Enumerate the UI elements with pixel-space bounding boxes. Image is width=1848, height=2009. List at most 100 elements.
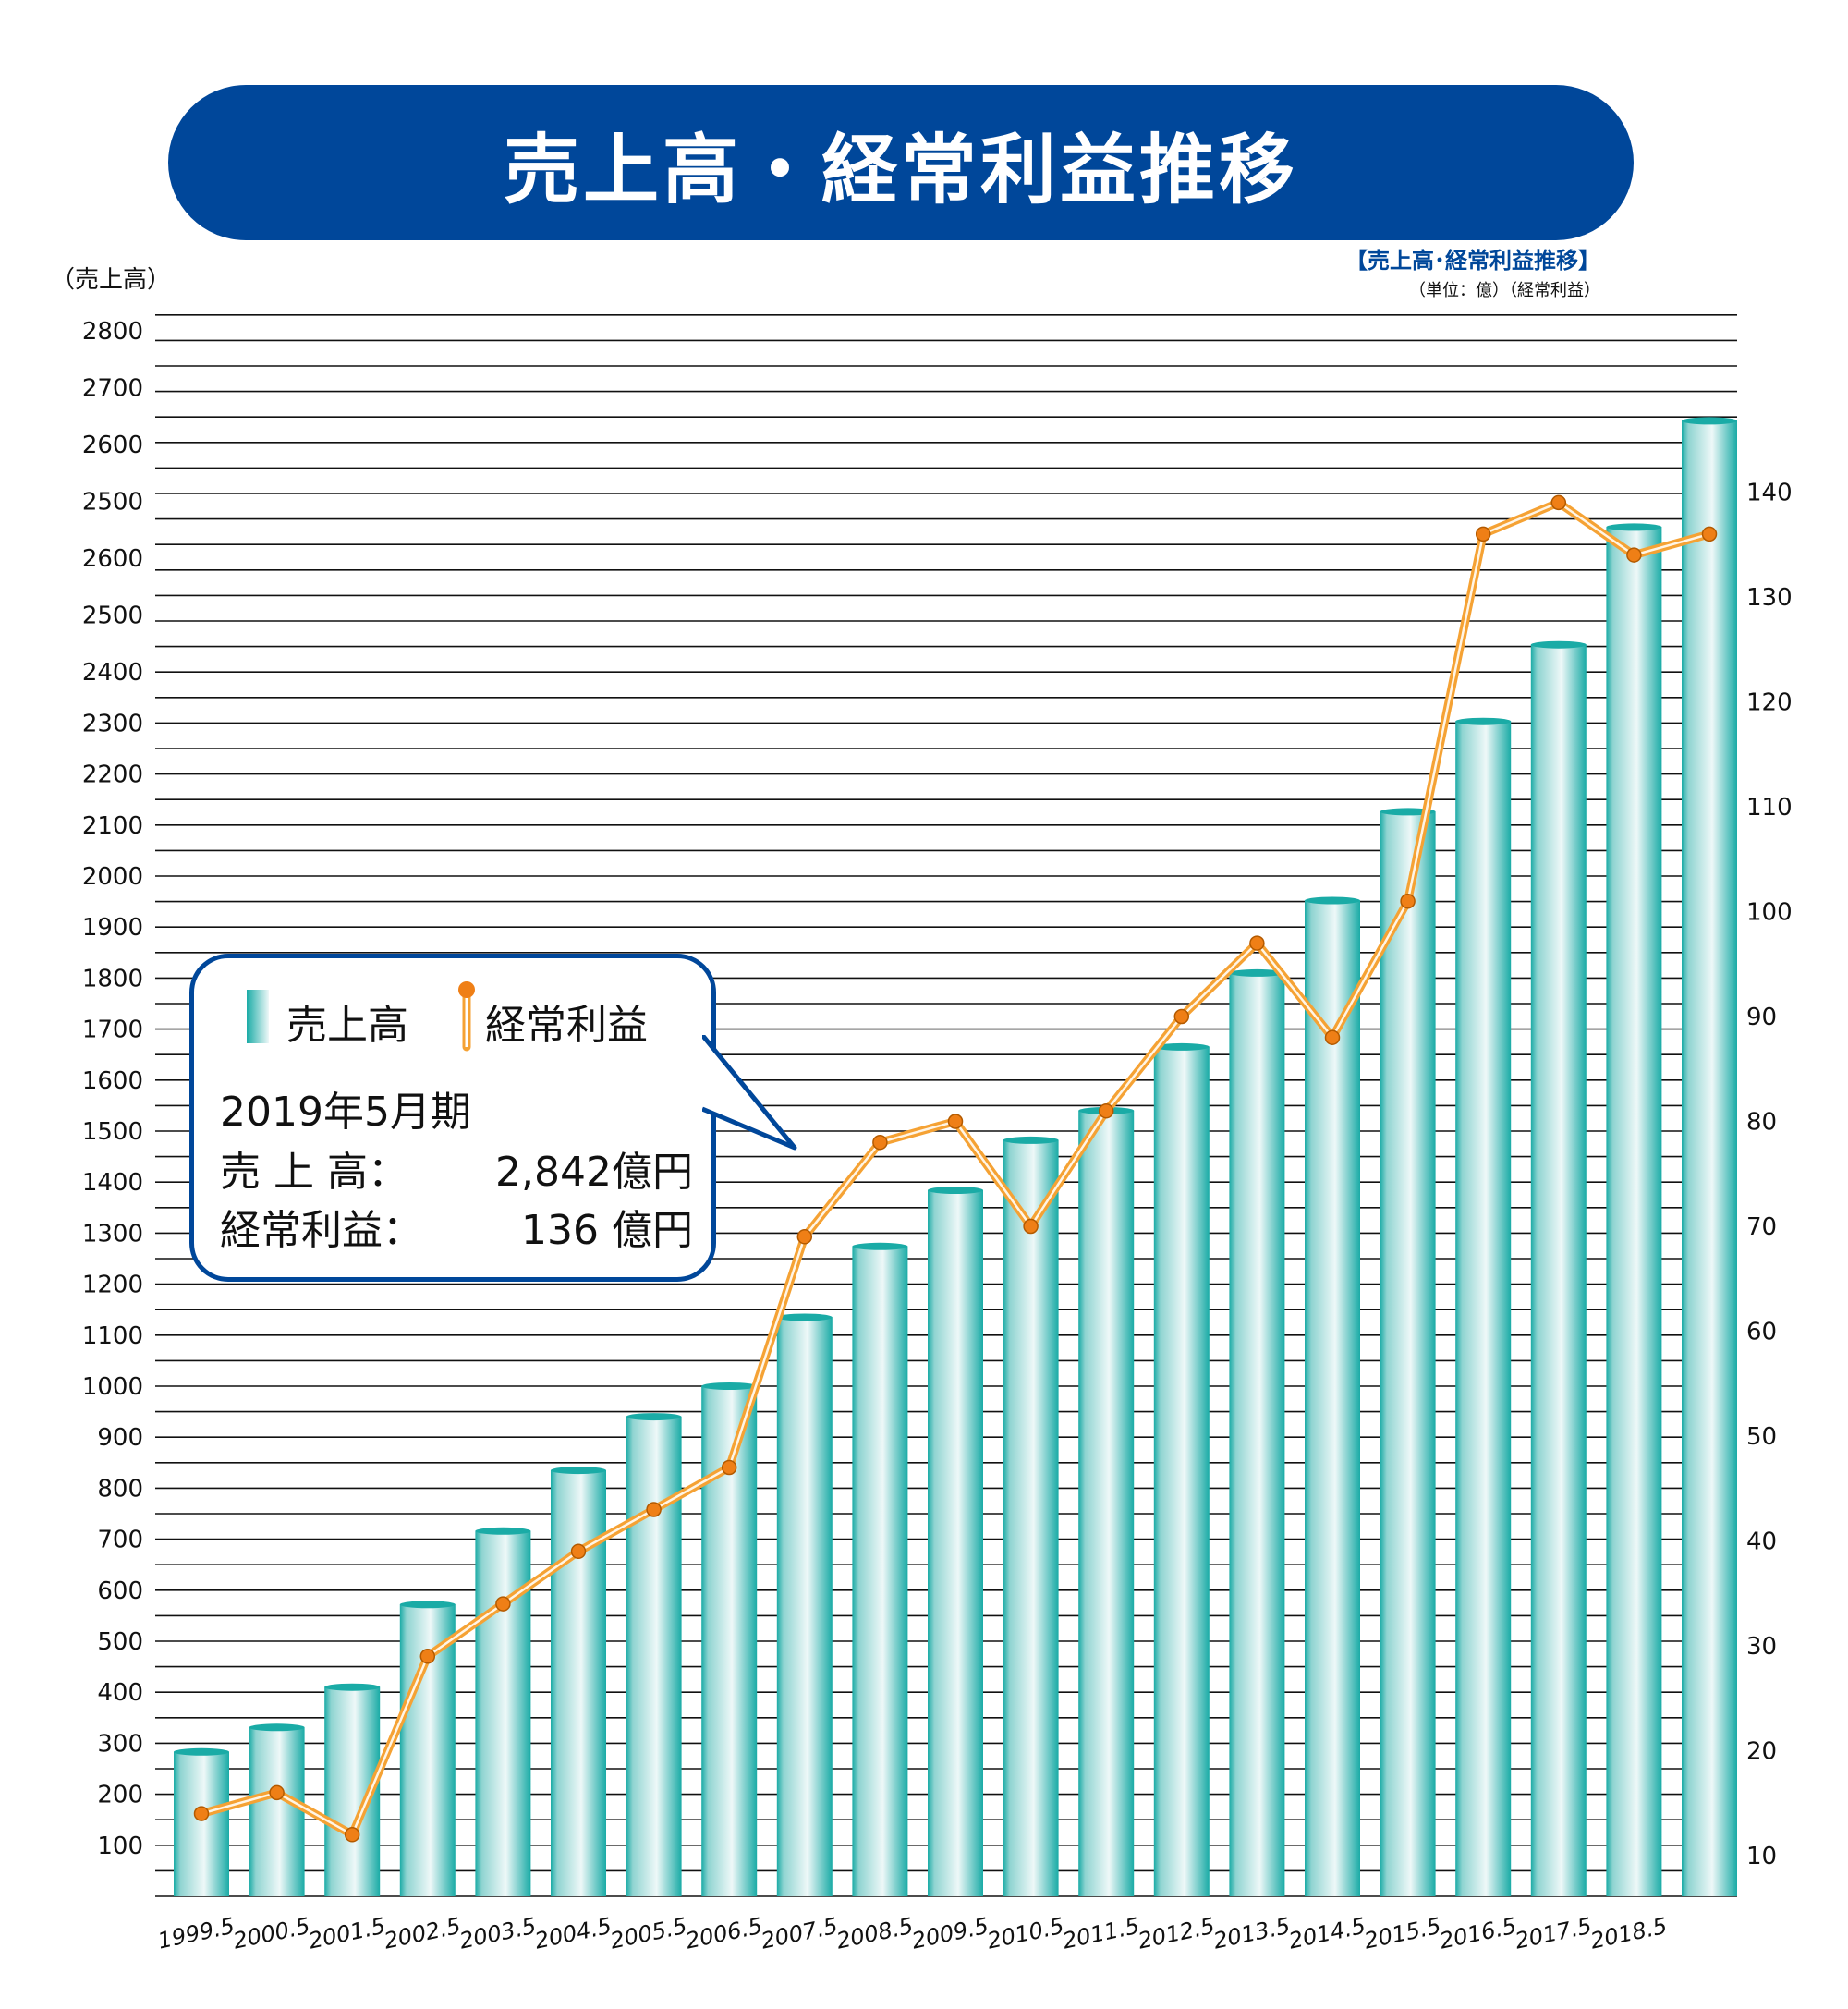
sales-bar [626, 1417, 682, 1896]
sales-bar [1153, 1046, 1210, 1896]
left-axis-caption: （売上高） [51, 266, 172, 294]
legend-callout: 売上高 経常利益 2019年5月期 売 上 高： 2,842億円 経常利益： 1… [189, 954, 716, 1282]
x-tick-label: 2005.5 [608, 1913, 689, 1954]
left-tick-label: 300 [97, 1730, 143, 1758]
legend-sales-label: 売上高 [286, 1002, 408, 1049]
left-tick-label: 2500 [82, 603, 143, 630]
right-tick-label: 100 [1746, 899, 1793, 927]
sales-bar [776, 1317, 833, 1896]
profit-point [344, 1827, 360, 1843]
sales-bar [1530, 644, 1587, 1897]
legend-profit-row-label: 経常利益： [220, 1207, 423, 1254]
sales-bar [1606, 527, 1662, 1896]
right-tick-label: 70 [1746, 1213, 1777, 1241]
sales-bar [1229, 972, 1285, 1896]
sales-bar [1078, 1110, 1135, 1896]
profit-point [1098, 1102, 1114, 1119]
right-tick-label: 10 [1746, 1843, 1777, 1870]
sales-bar-cap [852, 1242, 908, 1250]
profit-point [1023, 1218, 1039, 1235]
x-tick-label: 2017.5 [1513, 1913, 1594, 1954]
profit-point [495, 1596, 511, 1612]
legend-line-swatch [458, 981, 475, 1052]
left-tick-label: 1900 [82, 914, 143, 942]
sales-bar [928, 1190, 983, 1896]
profit-point [419, 1649, 436, 1664]
profit-point [872, 1134, 888, 1151]
left-tick-label: 2600 [82, 432, 143, 459]
sales-bar [1003, 1139, 1059, 1896]
legend-profit-row-value: 136 億円 [521, 1207, 693, 1254]
profit-point [646, 1502, 662, 1517]
profit-point [269, 1784, 285, 1801]
left-tick-label: 1000 [82, 1373, 143, 1401]
left-tick-label: 2300 [82, 710, 143, 737]
sales-bar-cap [475, 1527, 531, 1535]
left-tick-label: 100 [97, 1832, 143, 1860]
left-tick-label: 1500 [82, 1118, 143, 1146]
profit-point [1173, 1008, 1190, 1025]
right-tick-label: 140 [1746, 480, 1793, 507]
sales-bar-cap [1229, 968, 1285, 977]
unit-note: （単位：億）（経常利益） [1409, 281, 1600, 300]
sales-bar-cap [928, 1187, 983, 1194]
x-tick-label: 2010.5 [985, 1913, 1066, 1954]
x-tick-label: 2008.5 [834, 1913, 916, 1954]
x-tick-label: 2009.5 [909, 1913, 991, 1954]
left-tick-label: 600 [97, 1577, 143, 1605]
left-tick-label: 1200 [82, 1272, 143, 1299]
profit-point [796, 1229, 813, 1245]
x-tick-label: 2016.5 [1438, 1913, 1519, 1954]
sales-bar-cap [399, 1601, 456, 1609]
x-tick-label: 2003.5 [457, 1913, 539, 1954]
x-tick-label: 2011.5 [1061, 1913, 1142, 1954]
profit-point [947, 1114, 964, 1129]
sales-bar [399, 1604, 456, 1896]
x-tick-label: 2014.5 [1286, 1913, 1368, 1954]
left-tick-label: 2200 [82, 761, 143, 789]
chart-subtitle: 【売上高･経常利益推移】 [1345, 248, 1600, 274]
right-tick-label: 130 [1746, 584, 1793, 612]
profit-point [1626, 547, 1642, 563]
left-tick-label: 1800 [82, 965, 143, 992]
left-tick-label: 200 [97, 1782, 143, 1809]
profit-point [1475, 526, 1491, 542]
left-tick-label: 800 [97, 1475, 143, 1503]
sales-bar [1455, 721, 1512, 1897]
right-tick-label: 30 [1746, 1633, 1777, 1661]
x-tick-label: 2002.5 [382, 1913, 463, 1954]
profit-point [1324, 1029, 1341, 1045]
left-tick-label: 700 [97, 1527, 143, 1554]
left-axis-ticks: 100 200 300 400 500 600 700 800 900 1000 1100 1200 1… [82, 318, 143, 1860]
x-tick-label: 2004.5 [532, 1913, 614, 1954]
sales-bar-cap [324, 1683, 381, 1691]
legend-sales-row-value: 2,842億円 [495, 1149, 693, 1196]
left-tick-label: 1700 [82, 1017, 143, 1044]
sales-bar-cap [174, 1747, 229, 1756]
left-tick-label: 2800 [82, 318, 143, 346]
profit-line-series [193, 494, 1718, 1843]
right-axis-ticks: 10 20 30 40 50 60 70 80 90 100 110 120 130 140 [1746, 480, 1793, 1871]
legend-bar-swatch [247, 990, 269, 1043]
profit-point [721, 1459, 737, 1476]
sales-bar-cap [776, 1313, 833, 1321]
left-tick-label: 1400 [82, 1169, 143, 1197]
right-tick-label: 90 [1746, 1004, 1777, 1031]
title-banner: 売上高・経常利益推移 [168, 85, 1634, 240]
profit-point [1701, 526, 1718, 542]
legend-period: 2019年5月期 [220, 1089, 471, 1136]
profit-point [193, 1806, 210, 1821]
left-tick-label: 2400 [82, 659, 143, 687]
sales-bar-cap [1305, 896, 1360, 905]
sales-bar-cap [551, 1467, 606, 1475]
x-tick-label: 2018.5 [1588, 1913, 1670, 1954]
sales-bar-cap [701, 1382, 758, 1390]
x-tick-label: 2015.5 [1362, 1913, 1443, 1954]
sales-bar [852, 1246, 908, 1896]
right-tick-label: 80 [1746, 1109, 1777, 1137]
right-tick-label: 60 [1746, 1319, 1777, 1346]
sales-bar [1682, 420, 1737, 1896]
x-tick-label: 1999.5 [155, 1913, 237, 1954]
right-tick-label: 110 [1746, 794, 1793, 822]
